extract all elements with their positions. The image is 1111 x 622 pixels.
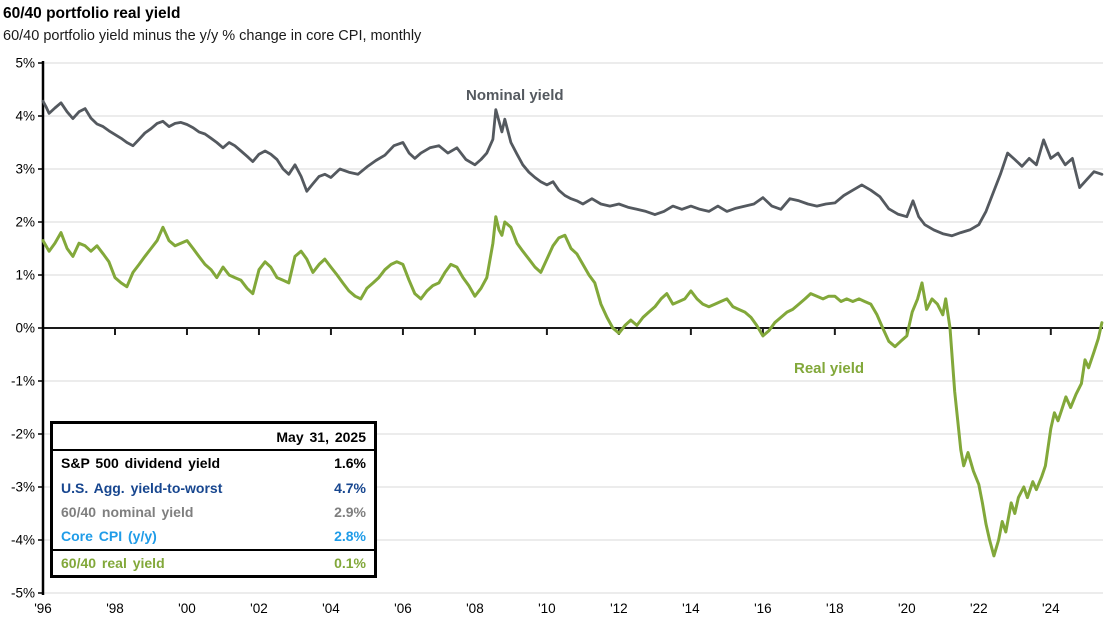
x-tick-label: '14 xyxy=(682,601,700,616)
table-date-header: May 31, 2025 xyxy=(53,424,374,451)
x-tick-label: '22 xyxy=(970,601,988,616)
x-tick-label: '10 xyxy=(538,601,556,616)
chart-subtitle: 60/40 portfolio yield minus the y/y % ch… xyxy=(3,28,422,44)
x-tick-label: '12 xyxy=(610,601,628,616)
y-tick-label: 1% xyxy=(15,268,35,283)
table-row-label: 60/40 nominal yield xyxy=(61,504,194,521)
table-row-value: 1.6% xyxy=(334,455,366,472)
y-tick-label: 4% xyxy=(15,109,35,124)
x-tick-label: '24 xyxy=(1042,601,1060,616)
data-table: May 31, 2025 S&P 500 dividend yield 1.6% U… xyxy=(50,421,377,578)
x-tick-label: '02 xyxy=(250,601,268,616)
x-tick-label: '96 xyxy=(34,601,52,616)
y-tick-label: -3% xyxy=(11,480,35,495)
table-row-label: S&P 500 dividend yield xyxy=(61,455,221,472)
table-row-value: 4.7% xyxy=(334,479,366,496)
real-yield-line xyxy=(41,215,1104,558)
table-rows: S&P 500 dividend yield 1.6% U.S. Agg. yiel… xyxy=(53,451,374,575)
chart-title: 60/40 portfolio real yield xyxy=(3,5,181,22)
table-row: S&P 500 dividend yield 1.6% xyxy=(53,451,374,475)
y-tick-label: -4% xyxy=(11,533,35,548)
x-tick-label: '04 xyxy=(322,601,340,616)
table-row-value: 0.1% xyxy=(334,554,366,571)
y-tick-label: 5% xyxy=(15,56,35,71)
nominal-yield-line xyxy=(41,99,1104,238)
x-tick-label: '20 xyxy=(898,601,916,616)
y-tick-label: 3% xyxy=(15,162,35,177)
x-tick-label: '98 xyxy=(106,601,124,616)
table-row: 60/40 real yield 0.1% xyxy=(53,548,374,575)
table-row: 60/40 nominal yield 2.9% xyxy=(53,500,374,524)
y-tick-label: 2% xyxy=(15,215,35,230)
x-tick-label: '00 xyxy=(178,601,196,616)
y-tick-label: -1% xyxy=(11,374,35,389)
y-tick-label: 0% xyxy=(15,321,35,336)
nominal-yield-series-label: Nominal yield xyxy=(466,87,564,104)
x-tick-label: '18 xyxy=(826,601,844,616)
table-row-label: Core CPI (y/y) xyxy=(61,528,157,545)
y-tick-label: -2% xyxy=(11,427,35,442)
table-row-label: U.S. Agg. yield-to-worst xyxy=(61,479,223,496)
x-tick-label: '06 xyxy=(394,601,412,616)
x-tick-label: '08 xyxy=(466,601,484,616)
x-tick-label: '16 xyxy=(754,601,772,616)
real-yield-series-label: Real yield xyxy=(794,360,865,377)
table-row: Core CPI (y/y) 2.8% xyxy=(53,524,374,548)
table-row-value: 2.8% xyxy=(334,528,366,545)
table-row-value: 2.9% xyxy=(334,504,366,521)
table-row-label: 60/40 real yield xyxy=(61,554,165,571)
table-row: U.S. Agg. yield-to-worst 4.7% xyxy=(53,475,374,499)
y-tick-label: -5% xyxy=(11,586,35,601)
